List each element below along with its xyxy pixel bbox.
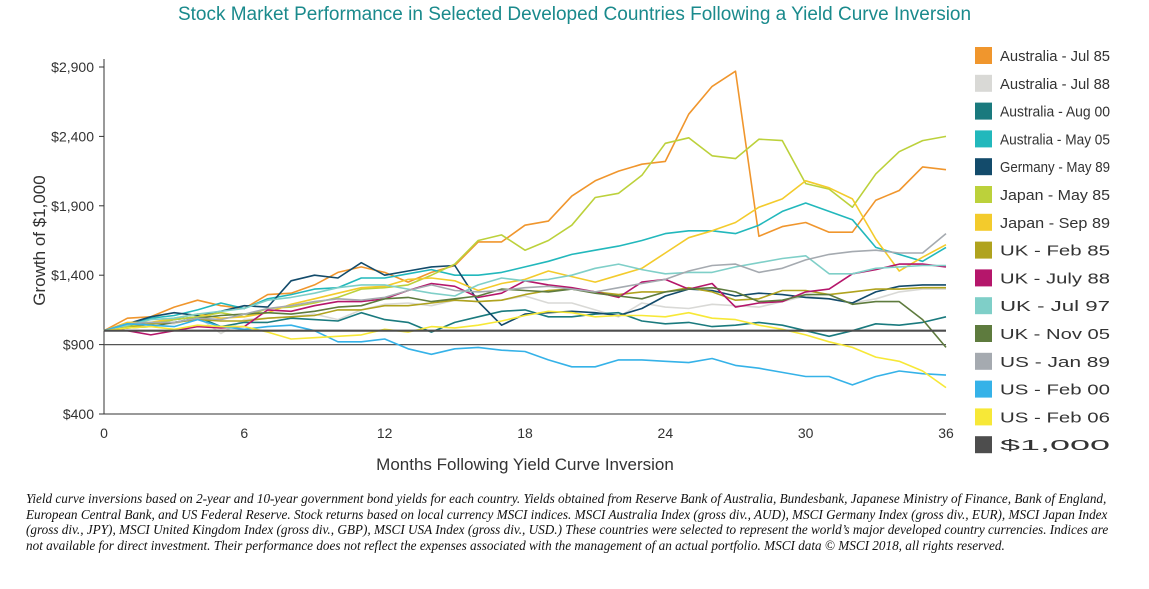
legend-swatch [975, 74, 992, 92]
series-line-us-jan-89 [103, 232, 947, 332]
series-line-japan-sep-89 [103, 180, 947, 332]
y-axis-label: Growth of $1,000 [30, 175, 49, 305]
legend-label: Japan - May 85 [1000, 187, 1110, 204]
legend-label: US - Jan 89 [1000, 354, 1110, 371]
legend-label: $1,000 [1000, 437, 1110, 454]
x-tick-label: 30 [798, 425, 814, 441]
series-line-uk-jul-97 [103, 255, 946, 332]
legend-swatch [975, 47, 992, 64]
legend-swatch [975, 269, 992, 287]
legend-swatch [975, 213, 992, 231]
chart-title: Stock Market Performance in Selected Dev… [177, 4, 972, 25]
legend-label: Japan - Sep 89 [1000, 215, 1110, 232]
legend-swatch [975, 158, 992, 176]
series-line-us-feb-06 [103, 310, 947, 389]
x-axis-label: Months Following Yield Curve Inversion [376, 455, 674, 474]
x-tick-label: 12 [377, 425, 393, 441]
legend-label: Australia - Jul 88 [1000, 76, 1110, 93]
legend-swatch [975, 380, 992, 398]
series-line-germany-may-89 [103, 261, 946, 332]
legend-swatch [975, 102, 992, 120]
legend-label: US - Feb 06 [1000, 409, 1110, 426]
chart-axes: $400 $900 $1,400 $1,900 $2,400 $2,900 0 6 12 18 24… [30, 59, 954, 474]
x-tick-label: 18 [517, 425, 533, 441]
series-line-australia-jul-85 [103, 70, 947, 332]
series-line-us-feb-00 [103, 318, 947, 386]
x-tick-label: 0 [100, 425, 108, 441]
legend-swatch [975, 352, 992, 370]
legend-label: Australia - May 05 [1000, 131, 1110, 148]
x-tick-label: 36 [938, 425, 954, 441]
legend-swatch [975, 186, 992, 203]
series-line-uk-feb-85 [103, 286, 946, 332]
legend-label: UK - Jul 97 [1000, 298, 1110, 315]
legend-swatch [975, 436, 992, 454]
legend-label: US - Feb 00 [1000, 382, 1110, 399]
y-tick-label: $900 [63, 337, 94, 353]
legend-label: Australia - Jul 85 [1000, 48, 1110, 65]
legend-label: UK - Nov 05 [1000, 326, 1110, 343]
y-tick-label: $2,400 [51, 128, 94, 144]
x-tick-label: 6 [240, 425, 248, 441]
x-tick-label: 24 [658, 425, 674, 441]
legend-label: Australia - Aug 00 [1000, 104, 1110, 121]
legend-label: UK - July 88 [1000, 270, 1110, 287]
y-tick-label: $2,900 [51, 59, 94, 75]
y-tick-label: $1,900 [51, 198, 94, 214]
chart-series-lines [103, 70, 947, 389]
y-tick-label: $1,400 [51, 267, 94, 283]
series-line-japan-may-85 [103, 135, 947, 332]
legend-label: Germany - May 89 [1000, 159, 1110, 176]
chart-legend: Australia - Jul 85 Australia - Jul 88 Aust… [975, 47, 1110, 454]
legend-swatch [975, 297, 992, 315]
legend-swatch [975, 130, 992, 148]
footnote: Yield curve inversions based on 2-year a… [26, 491, 1109, 553]
legend-swatch [975, 241, 992, 259]
legend-swatch [975, 325, 992, 342]
legend-swatch [975, 408, 992, 426]
legend-label: UK - Feb 85 [1000, 243, 1110, 260]
series-line-australia-jul-88 [103, 288, 946, 335]
y-tick-label: $400 [63, 406, 94, 422]
